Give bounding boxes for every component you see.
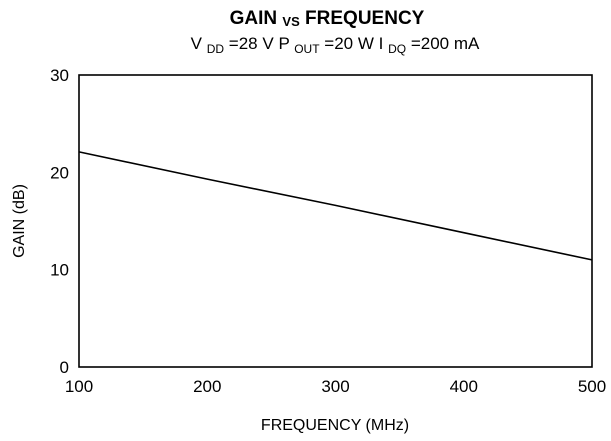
x-axis-label: FREQUENCY (MHz) bbox=[261, 417, 409, 434]
x-tick-label: 200 bbox=[193, 377, 221, 396]
plot-frame bbox=[78, 74, 593, 368]
gain-series-line bbox=[78, 151, 593, 261]
x-tick-label: 100 bbox=[65, 377, 93, 396]
y-tick-label: 10 bbox=[50, 261, 69, 280]
title-gain: GAIN bbox=[230, 8, 278, 29]
title-frequency: FREQUENCY bbox=[305, 8, 425, 29]
y-tick-label: 0 bbox=[60, 358, 69, 377]
x-tick-label: 500 bbox=[578, 377, 606, 396]
y-axis-label: GAIN (dB) bbox=[11, 184, 28, 258]
subtitle-pout-value: =20 W bbox=[324, 34, 374, 53]
subtitle-idq-sub: DQ bbox=[388, 42, 406, 56]
subtitle-pout: P bbox=[278, 34, 289, 53]
y-axis-ticks: 0 10 20 30 bbox=[50, 66, 69, 377]
subtitle-vdd-value: =28 V bbox=[229, 34, 275, 53]
series-layer bbox=[78, 151, 593, 261]
subtitle-idq: I bbox=[379, 34, 384, 53]
x-tick-label: 300 bbox=[321, 377, 349, 396]
chart-subtitle: V DD =28 V P OUT =20 W I DQ =200 mA bbox=[191, 34, 480, 57]
subtitle-pout-sub: OUT bbox=[294, 42, 320, 56]
y-tick-label: 20 bbox=[50, 163, 69, 182]
subtitle-vdd: V bbox=[191, 34, 203, 53]
title-vs: VS bbox=[282, 14, 300, 29]
y-tick-label: 30 bbox=[50, 66, 69, 85]
x-axis-ticks: 100 200 300 400 500 bbox=[65, 377, 606, 396]
subtitle-idq-value: =200 mA bbox=[411, 34, 480, 53]
chart-title: GAIN VS FREQUENCY bbox=[230, 8, 425, 31]
x-tick-label: 400 bbox=[450, 377, 478, 396]
subtitle-vdd-sub: DD bbox=[207, 42, 225, 56]
